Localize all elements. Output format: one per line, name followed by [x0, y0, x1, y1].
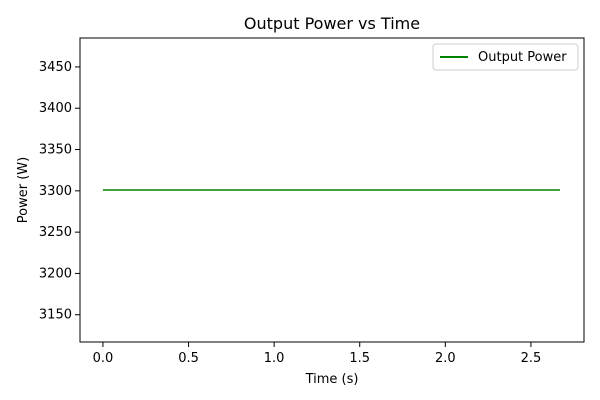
x-axis-title: Time (s) — [305, 372, 359, 387]
y-tick-label: 3350 — [39, 143, 72, 158]
y-axis-title: Power (W) — [16, 157, 31, 223]
x-tick-label: 1.5 — [349, 351, 370, 366]
y-tick-label: 3450 — [39, 60, 72, 75]
y-tick-label: 3400 — [39, 101, 72, 116]
y-tick-label: 3300 — [39, 184, 72, 199]
y-tick-label: 3150 — [39, 308, 72, 323]
x-tick-label: 2.0 — [435, 351, 456, 366]
legend-box — [432, 43, 579, 71]
y-tick-label: 3250 — [39, 225, 72, 240]
y-tick-label: 3200 — [39, 266, 72, 281]
x-axis: 0.0 0.5 1.0 1.5 2.0 2.5 — [93, 342, 542, 366]
x-tick-label: 2.5 — [521, 351, 542, 366]
legend: Output Power — [432, 43, 579, 71]
legend-label-output-power: Output Power — [478, 50, 567, 65]
chart-title: Output Power vs Time — [244, 14, 420, 33]
y-axis: 3150 3200 3250 3300 3350 3400 3450 — [39, 60, 80, 323]
x-tick-label: 0.5 — [178, 351, 199, 366]
x-tick-label: 1.0 — [264, 351, 285, 366]
x-tick-label: 0.0 — [93, 351, 114, 366]
